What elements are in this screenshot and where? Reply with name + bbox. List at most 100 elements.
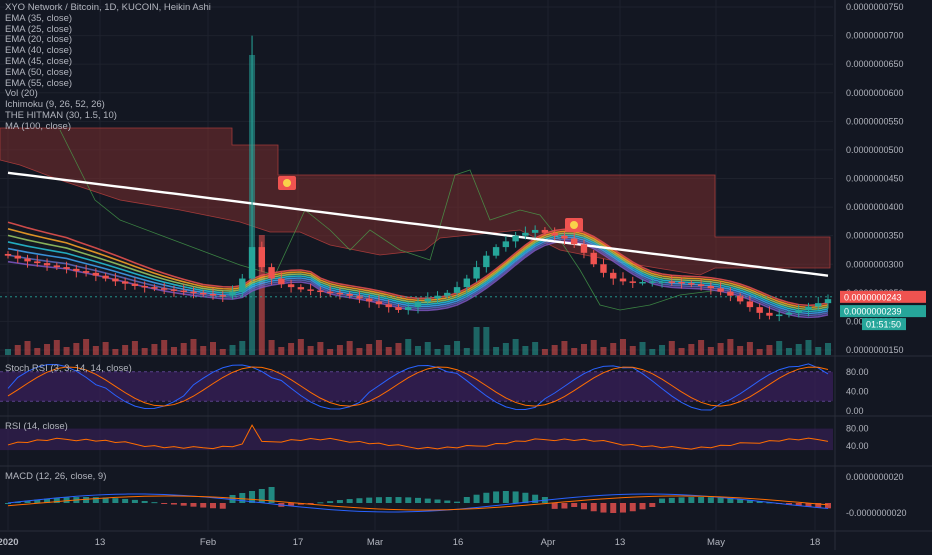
volume-bar — [415, 346, 421, 355]
legend-vol[interactable]: Vol (20) — [5, 88, 38, 100]
macd-bar — [53, 497, 60, 503]
macd-bar — [746, 500, 753, 503]
candle-body — [209, 293, 217, 296]
rsi-tick-label: 80.00 — [846, 424, 869, 434]
macd-bar — [44, 498, 51, 503]
candle-body — [14, 255, 21, 259]
candle-body — [678, 281, 685, 284]
candle-body — [619, 278, 627, 282]
macd-bar — [170, 503, 177, 505]
candle-body — [453, 287, 461, 293]
legend-ema-55[interactable]: EMA (55, close) — [5, 77, 73, 89]
macd-bar — [346, 499, 353, 503]
time-tick-label: Feb — [200, 537, 216, 548]
candle-body — [434, 295, 441, 299]
macd-bar — [512, 491, 519, 503]
macd-bar — [219, 503, 226, 509]
price-tick-label: 0.0000000350 — [846, 231, 904, 241]
candle-body — [24, 258, 31, 262]
time-tick-label: 13 — [95, 537, 106, 548]
volume-bar — [502, 343, 509, 355]
stoch-rsi-title[interactable]: Stoch RSI (3, 3, 14, 14, close) — [5, 363, 132, 374]
time-tick-label: 16 — [453, 537, 464, 548]
macd-line — [7, 493, 829, 513]
macd-bar — [580, 503, 587, 510]
volume-bar — [395, 343, 402, 355]
candle-body — [610, 272, 617, 279]
volume-bar — [190, 339, 197, 355]
macd-bar — [737, 499, 744, 503]
macd-bar — [532, 494, 539, 503]
volume-bar — [463, 348, 470, 355]
macd-bar — [415, 497, 421, 503]
macd-bar — [83, 497, 90, 503]
price-tick-label: 0.0000000650 — [846, 59, 904, 69]
volume-bar — [161, 340, 168, 355]
candle-body — [639, 281, 646, 284]
macd-bar — [717, 497, 724, 503]
legend-ichimoku[interactable]: Ichimoku (9, 26, 52, 26) — [5, 99, 105, 111]
volume-bar — [805, 340, 812, 355]
volume-bar — [444, 345, 451, 355]
candle-body — [317, 290, 324, 293]
legend-ema-25[interactable]: EMA (25, close) — [5, 23, 73, 35]
macd-bar — [92, 497, 99, 503]
volume-bar — [141, 348, 148, 355]
volume-bar — [756, 349, 763, 355]
macd-bar — [424, 498, 431, 503]
candle-body — [795, 309, 802, 313]
volume-bar — [327, 349, 334, 355]
countdown-label: 01:51:50 — [866, 320, 901, 330]
candle-body — [766, 312, 773, 316]
volume-bar — [63, 347, 70, 355]
legend-ema-20[interactable]: EMA (20, close) — [5, 34, 73, 46]
macd-signal-line — [7, 495, 829, 511]
macd-bar — [825, 503, 831, 509]
volume-bar — [434, 349, 441, 355]
legend-hitman[interactable]: THE HITMAN (30, 1.5, 10) — [5, 109, 117, 121]
macd-bar — [122, 498, 129, 503]
candle-body — [307, 289, 314, 291]
legend-ema-35[interactable]: EMA (35, close) — [5, 12, 73, 24]
stoch-band — [0, 371, 833, 402]
candle-body — [180, 290, 187, 293]
candle-body — [200, 292, 207, 295]
legend-ema-40[interactable]: EMA (40, close) — [5, 45, 73, 57]
macd-bar — [502, 491, 509, 503]
macd-bar — [395, 497, 402, 503]
candle-body — [756, 307, 763, 313]
price-tick-label: 0.0000000450 — [846, 174, 904, 184]
candle-body — [63, 267, 70, 269]
legend-ema-45[interactable]: EMA (45, close) — [5, 55, 73, 67]
volume-bar — [629, 346, 636, 355]
volume-bar — [151, 344, 158, 355]
chart-title[interactable]: XYO Network / Bitcoin, 1D, KUCOIN, Heiki… — [5, 2, 211, 13]
candle-body — [336, 292, 344, 295]
volume-bar — [102, 342, 109, 355]
volume-bar — [258, 235, 265, 355]
macd-title[interactable]: MACD (12, 26, close, 9) — [5, 471, 107, 482]
macd-bar — [375, 497, 382, 503]
macd-bar — [698, 497, 705, 503]
candle-body — [590, 252, 597, 265]
volume-bar — [92, 346, 99, 355]
macd-bar — [551, 503, 558, 509]
candle-body — [326, 291, 334, 294]
volume-bar — [53, 340, 60, 355]
legend-ema-50[interactable]: EMA (50, close) — [5, 66, 73, 78]
candle-body — [385, 304, 392, 308]
volume-bar — [83, 339, 90, 355]
candle-body — [131, 283, 139, 286]
stoch-tick-label: 40.00 — [846, 386, 869, 396]
volume-bar — [668, 341, 675, 355]
macd-bar — [649, 503, 656, 507]
candle-body — [688, 283, 695, 285]
time-tick-label: Mar — [367, 537, 383, 548]
rsi-title[interactable]: RSI (14, close) — [5, 421, 68, 432]
macd-bar — [405, 497, 412, 503]
volume-bar — [268, 340, 275, 355]
legend-ma-100[interactable]: MA (100, close) — [5, 120, 71, 132]
volume-bar — [366, 344, 373, 355]
